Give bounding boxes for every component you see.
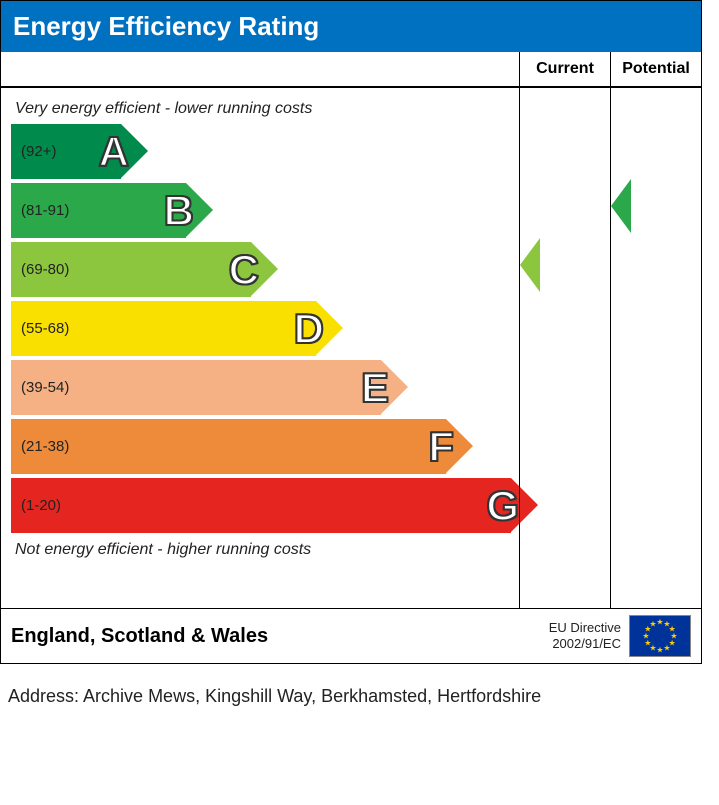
band-letter: E [361, 364, 389, 412]
footer-row: England, Scotland & Wales EU Directive 2… [1, 608, 701, 663]
header-potential: Potential [610, 52, 701, 86]
band-g: (1-20) G [11, 478, 519, 533]
potential-score-badge-value: 88 [650, 191, 681, 223]
band-letter: F [428, 423, 454, 471]
band-range: (39-54) [21, 379, 69, 396]
band-range: (92+) [21, 143, 56, 160]
region-label: England, Scotland & Wales [11, 625, 549, 648]
band-bar: (21-38)F [11, 419, 446, 474]
header-current: Current [519, 52, 610, 86]
note-bottom: Not energy efficient - higher running co… [11, 537, 519, 565]
band-letter: C [229, 246, 259, 294]
header-spacer [1, 52, 519, 86]
band-bar: (69-80)C [11, 242, 251, 297]
eu-star-icon: ★ [656, 646, 663, 655]
band-d: (55-68) D [11, 301, 519, 356]
band-letter: A [99, 128, 129, 176]
potential-score-badge: 88 [631, 179, 701, 234]
directive-line2: 2002/91/EC [552, 636, 621, 651]
band-a: (92+) A [11, 124, 519, 179]
eu-star-icon: ★ [663, 644, 670, 653]
eu-directive-text: EU Directive 2002/91/EC [549, 620, 621, 651]
epc-chart: Energy Efficiency Rating Current Potenti… [0, 0, 702, 664]
band-range: (21-38) [21, 438, 69, 455]
band-letter: D [294, 305, 324, 353]
chart-title: Energy Efficiency Rating [13, 11, 319, 41]
band-range: (1-20) [21, 497, 61, 514]
band-bar: (92+)A [11, 124, 121, 179]
title-bar: Energy Efficiency Rating [1, 1, 701, 52]
band-f: (21-38) F [11, 419, 519, 474]
band-bar: (81-91)B [11, 183, 186, 238]
column-header-row: Current Potential [1, 52, 701, 87]
current-score-badge: 77 [540, 238, 610, 293]
current-column: 77 [519, 88, 610, 608]
band-e: (39-54) E [11, 360, 519, 415]
bands-column: Very energy efficient - lower running co… [1, 88, 519, 608]
band-b: (81-91) B [11, 183, 519, 238]
bands-host: (92+) A (81-91) B (69-80) C (55-68) D (39-54) E (2… [11, 124, 519, 533]
band-range: (55-68) [21, 320, 69, 337]
band-range: (81-91) [21, 202, 69, 219]
current-score-badge-value: 77 [559, 250, 590, 282]
note-top: Very energy efficient - lower running co… [11, 96, 519, 124]
potential-column: 88 [610, 88, 701, 608]
eu-flag-icon: ★★★★★★★★★★★★ [629, 615, 691, 657]
chart-body: Very energy efficient - lower running co… [1, 87, 701, 608]
band-bar: (39-54)E [11, 360, 381, 415]
band-bar: (1-20)G [11, 478, 511, 533]
band-range: (69-80) [21, 261, 69, 278]
band-letter: G [486, 482, 519, 530]
band-c: (69-80) C [11, 242, 519, 297]
eu-star-icon: ★ [649, 619, 656, 628]
directive-line1: EU Directive [549, 620, 621, 635]
address-line: Address: Archive Mews, Kingshill Way, Be… [0, 664, 719, 707]
band-letter: B [164, 187, 194, 235]
band-bar: (55-68)D [11, 301, 316, 356]
